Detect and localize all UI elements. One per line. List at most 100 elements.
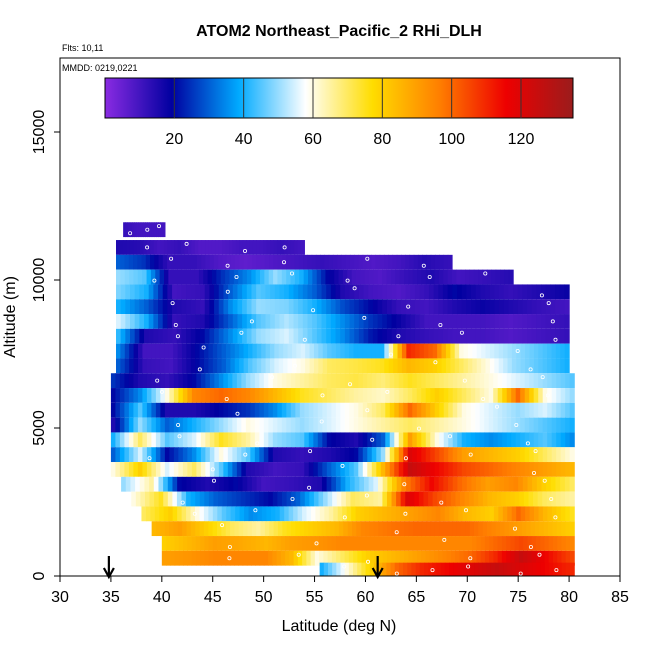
heatmap-cell: [382, 536, 388, 551]
heatmap-cell: [237, 476, 244, 492]
heatmap-cell: [278, 343, 284, 359]
sample-marker: [554, 568, 559, 573]
heatmap-cell: [259, 536, 265, 551]
heatmap-cell: [385, 432, 391, 448]
heatmap-cell: [542, 447, 548, 463]
heatmap-cell: [218, 388, 224, 403]
heatmap-cell: [321, 521, 327, 537]
heatmap-cell: [242, 536, 248, 551]
heatmap-cell: [190, 521, 196, 537]
heatmap-cell: [541, 299, 547, 315]
heatmap-cell: [190, 299, 197, 315]
heatmap-cell: [295, 491, 301, 507]
heatmap-cell: [415, 562, 421, 576]
heatmap-cell: [298, 328, 304, 344]
heatmap-cell: [564, 476, 571, 492]
sample-marker: [459, 330, 464, 335]
heatmap-cell: [539, 521, 545, 537]
heatmap-cell: [565, 402, 571, 418]
heatmap-cell: [142, 447, 148, 463]
heatmap-cell: [358, 447, 364, 463]
heatmap-cell: [547, 417, 553, 433]
heatmap-cell: [404, 269, 409, 285]
heatmap-cell: [208, 550, 214, 566]
heatmap-cell: [330, 328, 337, 344]
heatmap-cell: [227, 402, 233, 418]
heatmap-cell: [504, 269, 510, 285]
heatmap-cell: [133, 417, 139, 433]
heatmap-cell: [279, 506, 285, 522]
heatmap-cell: [194, 506, 201, 522]
heatmap-cell: [194, 240, 199, 255]
heatmap-cell: [182, 373, 188, 389]
heatmap-cell: [225, 521, 231, 537]
heatmap-cell: [116, 358, 121, 374]
heatmap-cell: [164, 358, 170, 374]
heatmap-cell: [569, 388, 575, 403]
heatmap-cell: [547, 358, 553, 374]
heatmap-cell: [326, 447, 332, 463]
heatmap-cell: [299, 447, 305, 463]
heatmap-cell: [327, 562, 333, 576]
heatmap-cell: [146, 402, 152, 418]
heatmap-cell: [406, 343, 412, 359]
heatmap-cell: [367, 402, 373, 418]
heatmap-cell: [527, 328, 533, 344]
heatmap-cell: [371, 447, 377, 463]
heatmap-cell: [551, 343, 557, 359]
heatmap-cell: [322, 447, 328, 463]
heatmap-cell: [465, 521, 471, 537]
heatmap-cell: [357, 562, 362, 576]
heatmap-cell: [452, 462, 458, 477]
heatmap-cell: [520, 447, 526, 463]
heatmap-cell: [416, 373, 422, 389]
heatmap-cell: [513, 314, 519, 329]
heatmap-cell: [124, 402, 130, 418]
heatmap-cell: [524, 562, 529, 576]
heatmap-cell: [564, 343, 570, 359]
heatmap-cell: [155, 343, 161, 359]
heatmap-cell: [225, 358, 231, 374]
heatmap-cell: [162, 222, 166, 238]
heatmap-cell: [363, 299, 369, 315]
heatmap-cell: [362, 432, 368, 448]
heatmap-cell: [139, 476, 146, 492]
heatmap-cell: [353, 562, 358, 576]
heatmap-cell: [228, 328, 234, 344]
heatmap-cell: [349, 358, 355, 374]
x-tick-label: 70: [458, 589, 476, 606]
heatmap-cell: [177, 476, 183, 492]
heatmap-cell: [471, 299, 477, 315]
heatmap-cell: [331, 373, 337, 389]
heatmap-cell: [425, 373, 431, 389]
heatmap-cell: [523, 550, 529, 566]
heatmap-cell: [506, 373, 512, 389]
heatmap-cell: [182, 388, 188, 403]
heatmap-cell: [204, 314, 211, 329]
sample-marker: [416, 426, 421, 431]
heatmap-cell: [265, 299, 271, 315]
heatmap-cell: [170, 240, 175, 255]
heatmap-cell: [398, 388, 404, 403]
sample-marker: [537, 552, 542, 557]
heatmap-cell: [237, 314, 243, 329]
heatmap-cell: [317, 402, 323, 418]
heatmap-cell: [485, 299, 491, 315]
heatmap-cell: [168, 269, 174, 285]
heatmap-cell: [265, 328, 271, 344]
heatmap-cell: [343, 521, 349, 537]
heatmap-cell: [232, 417, 238, 433]
heatmap-cell: [228, 284, 234, 300]
heatmap-cell: [556, 447, 562, 463]
heatmap-cell: [340, 402, 346, 418]
heatmap-cell: [447, 269, 453, 285]
heatmap-cell: [272, 432, 278, 448]
heatmap-cell: [401, 476, 407, 492]
heatmap-cell: [270, 506, 276, 522]
heatmap-cell: [268, 447, 274, 463]
heatmap-cell: [511, 462, 517, 477]
heatmap-cell: [319, 562, 325, 576]
heatmap-cell: [446, 491, 452, 507]
heatmap-cell: [335, 402, 341, 418]
heatmap-cell: [466, 314, 472, 329]
